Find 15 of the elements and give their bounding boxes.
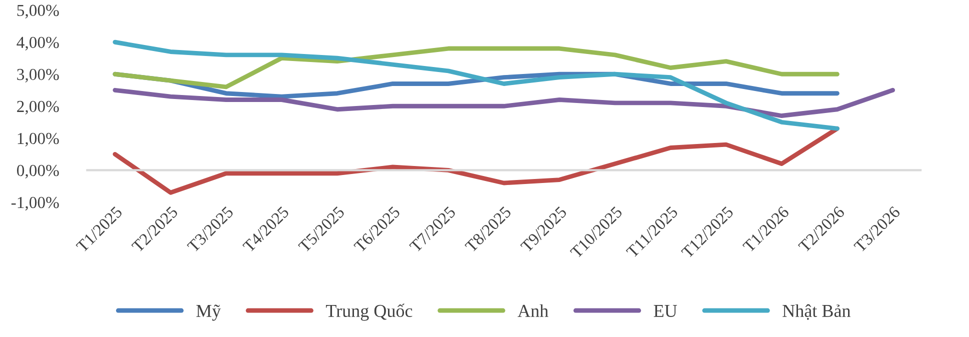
legend-label: Trung Quốc xyxy=(326,304,412,321)
legend-label: Anh xyxy=(518,304,548,317)
legend-label: EU xyxy=(654,305,677,318)
y-tick-label: -1,00% xyxy=(11,196,59,211)
y-tick-label: 1,00% xyxy=(18,132,59,147)
legend-label: Nhật Bản xyxy=(782,304,851,320)
line-series xyxy=(112,46,840,90)
legend-label: Mỹ xyxy=(196,304,221,321)
y-tick-label: 0,00% xyxy=(17,164,59,179)
y-tick-label: 2,00% xyxy=(17,100,59,114)
y-tick-label: 3,00% xyxy=(17,68,59,82)
y-tick-label: 4,00% xyxy=(16,36,59,50)
y-tick-label: 5,00% xyxy=(17,4,59,18)
line-series xyxy=(112,88,895,118)
line-series xyxy=(112,40,840,131)
